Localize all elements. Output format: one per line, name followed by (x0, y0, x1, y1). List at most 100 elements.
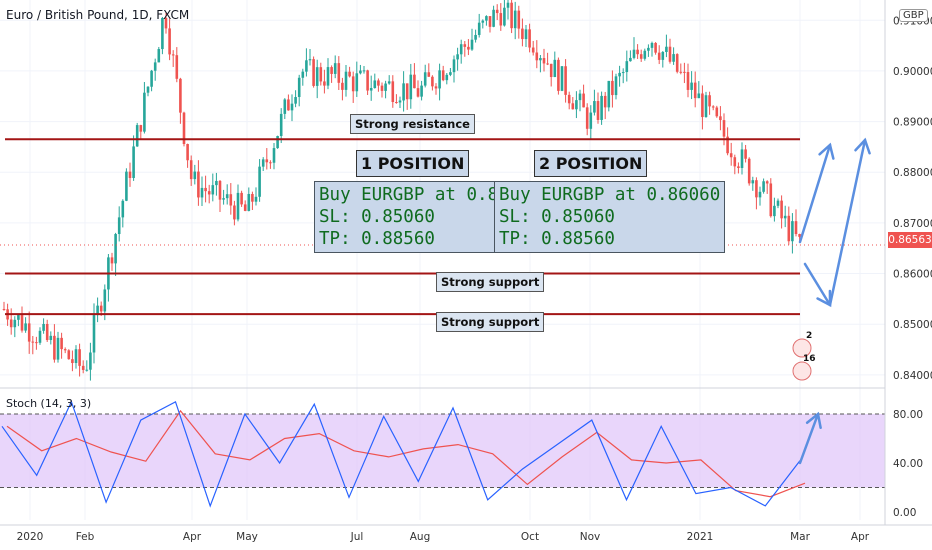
candle-body (301, 71, 305, 78)
chart-title: Euro / British Pound, 1D, FXCM (6, 8, 190, 22)
candle-body (38, 330, 42, 343)
currency-badge[interactable]: GBP (899, 9, 928, 22)
candle-body (89, 352, 92, 370)
candle-body (485, 16, 488, 21)
candle-body (542, 58, 546, 64)
candle-body (546, 63, 549, 65)
candle-body (780, 200, 783, 219)
candle-body (632, 49, 636, 58)
candle-body (132, 146, 135, 178)
candle-body (240, 192, 243, 205)
candle-body (405, 83, 409, 100)
candle-body (672, 54, 675, 62)
candle-body (567, 94, 571, 104)
candle-body (308, 59, 312, 61)
candle-body (85, 369, 89, 371)
candle-body (366, 70, 369, 91)
candle-body (78, 349, 81, 366)
candle-body (384, 83, 387, 91)
candle-body (798, 234, 801, 237)
indicator-title[interactable]: Stoch (14, 3, 3) (6, 397, 92, 410)
candle-body (697, 93, 701, 99)
stoch-band-fill (0, 414, 885, 488)
candle-body (60, 337, 63, 350)
candle-body (704, 95, 708, 118)
candle-body (114, 234, 117, 264)
candle-body (629, 57, 632, 62)
x-tick-label: Oct (521, 531, 539, 543)
strong-resistance-label: Strong resistance (350, 114, 475, 134)
x-tick-label: Feb (76, 531, 95, 543)
candle-body (575, 100, 578, 110)
x-tick-label: Apr (851, 531, 870, 543)
candle-body (305, 60, 308, 72)
candle-body (189, 160, 193, 180)
projection-arrowhead-1 (818, 142, 835, 160)
candle-body (49, 335, 53, 341)
candle-body (549, 63, 553, 78)
position-2-buy: Buy EURGBP at 0.86060 (499, 185, 721, 205)
event-count-2[interactable]: 16 (803, 354, 816, 364)
candles (0, 0, 885, 381)
candle-body (503, 7, 506, 26)
candle-body (355, 73, 359, 92)
candle-body (456, 54, 459, 60)
candle-body (229, 194, 233, 206)
candle-body (204, 187, 207, 192)
candle-body (24, 323, 27, 331)
x-tick-label: 2021 (687, 531, 714, 543)
candle-body (783, 215, 787, 219)
candle-body (211, 185, 215, 195)
candle-body (193, 171, 197, 180)
candle-body (99, 305, 103, 312)
candle-body (157, 49, 161, 63)
candle-body (373, 80, 377, 88)
candle-body (470, 39, 474, 50)
candle-body (409, 74, 413, 100)
candle-body (387, 81, 391, 84)
candle-body (2, 309, 6, 311)
strong-support-label-2: Strong support (436, 312, 545, 332)
candle-body (222, 198, 225, 200)
candle-body (744, 149, 747, 159)
candle-body (510, 2, 513, 29)
candle-body (737, 166, 740, 168)
projection-arrowhead-4 (805, 411, 822, 429)
candle-body (715, 107, 719, 117)
candle-body (391, 81, 395, 103)
x-tick-label: Apr (183, 531, 202, 543)
candle-body (495, 9, 499, 14)
stoch-d-line (6, 409, 806, 498)
candle-body (539, 58, 542, 61)
candle-body (143, 92, 146, 132)
candle-body (787, 215, 791, 242)
candle-body (369, 87, 373, 91)
candle-body (200, 187, 204, 198)
candle-body (17, 315, 20, 320)
candle-body (225, 194, 229, 199)
x-tick-label: Jul (350, 531, 364, 543)
strong-support-label-1: Strong support (436, 272, 545, 292)
candle-body (168, 28, 171, 55)
candle-body (794, 221, 798, 235)
event-count-1[interactable]: 2 (806, 331, 813, 341)
candle-body (283, 99, 287, 114)
candle-body (513, 10, 517, 29)
candle-body (348, 71, 351, 77)
candle-body (733, 157, 737, 167)
candle-body (571, 103, 575, 110)
candle-body (207, 191, 211, 195)
candle-body (474, 34, 477, 40)
candle-body (413, 74, 416, 89)
position-1-sl: SL: 0.85060 (319, 207, 435, 227)
candle-body (377, 80, 380, 86)
candle-body (182, 112, 186, 145)
candle-body (668, 46, 672, 62)
candle-body (578, 93, 582, 101)
candle-body (564, 66, 567, 95)
candle-body (596, 101, 600, 120)
